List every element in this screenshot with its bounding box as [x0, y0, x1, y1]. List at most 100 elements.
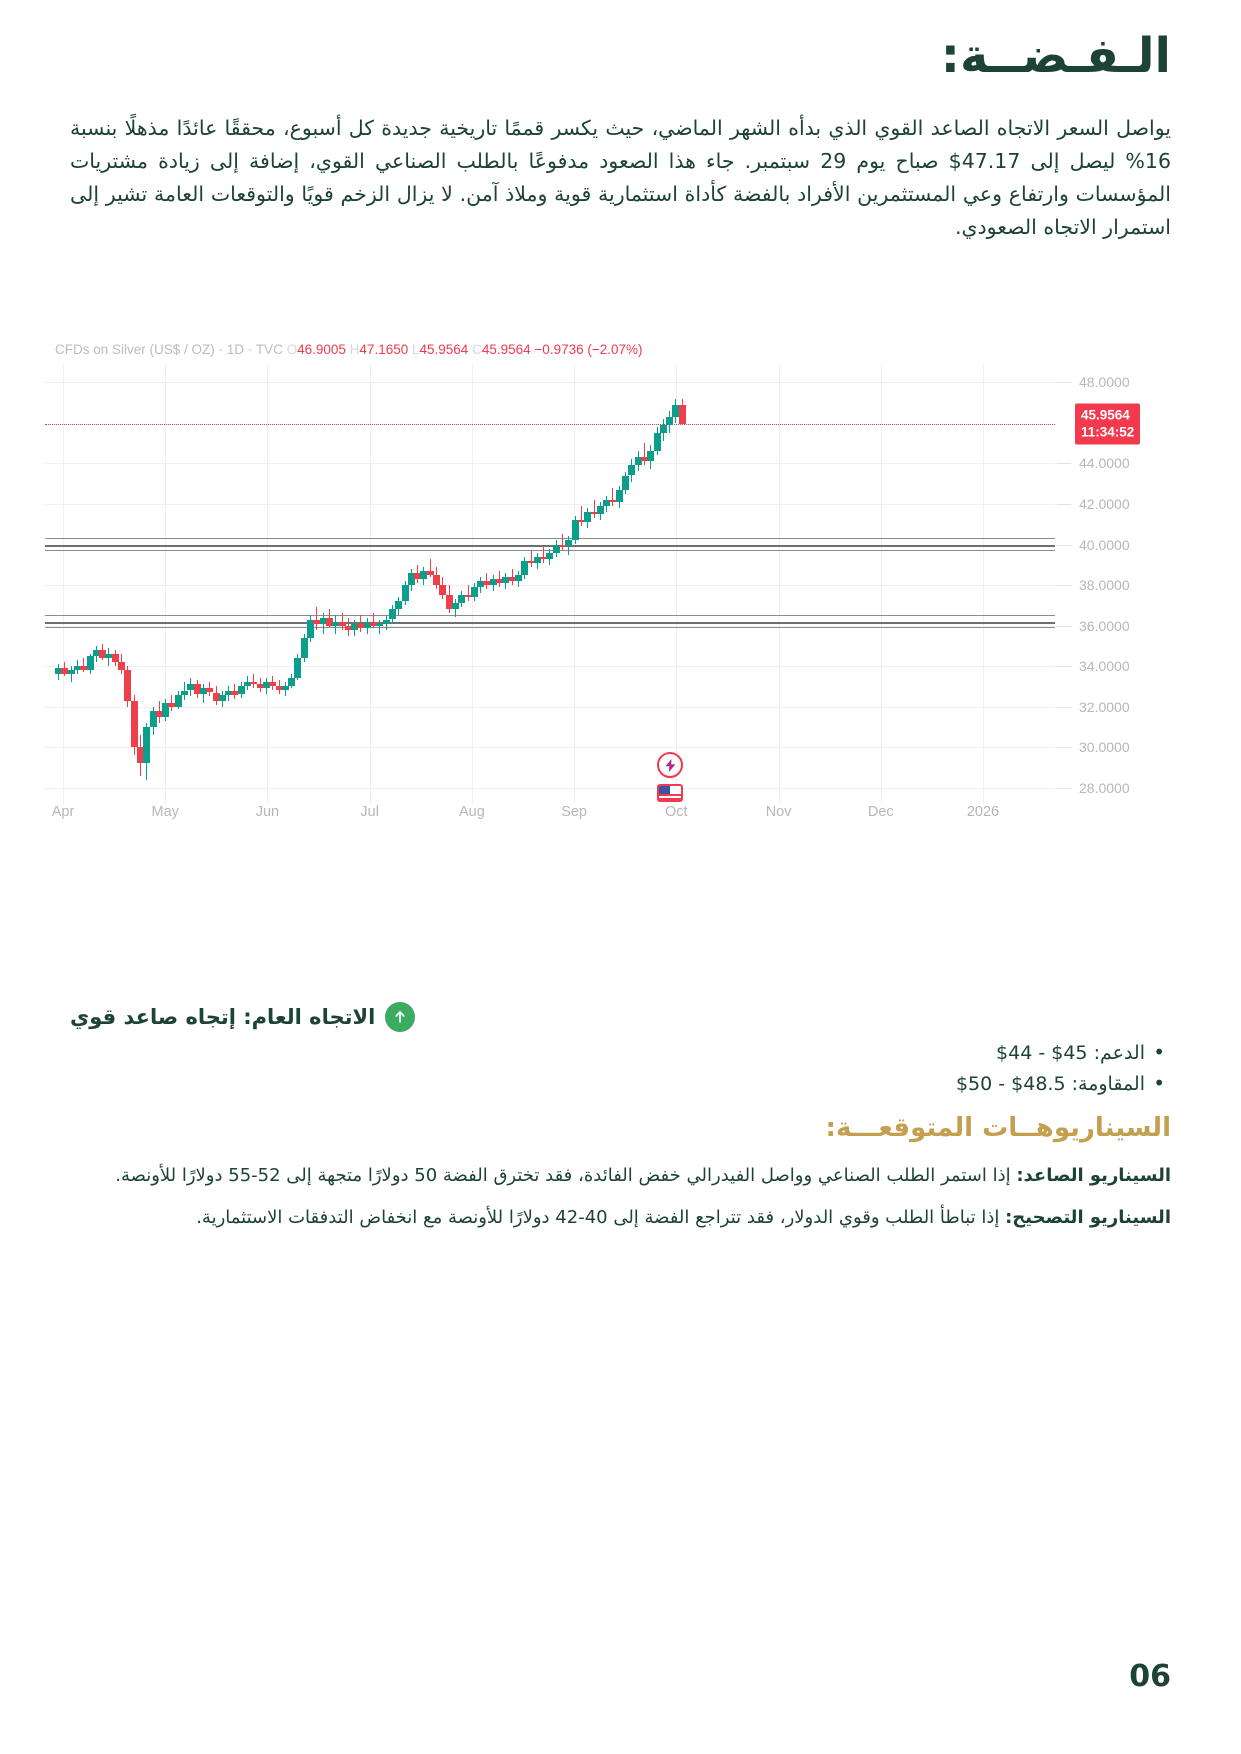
- candlestick-body: [439, 585, 447, 596]
- candlestick-body: [678, 404, 686, 424]
- candlestick-body: [332, 621, 340, 626]
- candlestick-body: [420, 570, 428, 579]
- price-axis-tick-mark: [1057, 625, 1071, 627]
- candlestick-body: [559, 544, 566, 547]
- price-axis-tick-mark: [1057, 463, 1071, 465]
- chart-gridline-horizontal: [45, 382, 1055, 384]
- candlestick-wick: [316, 607, 318, 630]
- current-price-badge[interactable]: 45.9564 11:34:52: [1075, 403, 1141, 445]
- chart-gridline-horizontal: [45, 463, 1055, 465]
- candlestick-body: [174, 694, 182, 707]
- chart-plot-area[interactable]: [45, 364, 1055, 804]
- candlestick-body: [489, 578, 497, 585]
- candlestick-wick: [580, 505, 582, 527]
- candlestick-body: [577, 520, 585, 523]
- price-axis-tick-mark: [1057, 585, 1071, 586]
- economic-event-flag-icon[interactable]: [655, 782, 685, 804]
- candlestick-body: [143, 726, 151, 764]
- ohlc-close-label: C: [472, 342, 482, 357]
- candlestick-body: [61, 668, 69, 675]
- candlestick-body: [666, 416, 674, 425]
- intro-paragraph: يواصل السعر الاتجاه الصاعد القوي الذي بد…: [70, 112, 1171, 244]
- candlestick-body: [388, 609, 396, 620]
- candlestick-body: [445, 595, 453, 610]
- candlestick-body: [584, 512, 592, 523]
- candlestick-body: [111, 654, 119, 663]
- chart-gridline-horizontal: [45, 666, 1055, 668]
- candlestick-body: [540, 556, 548, 559]
- candlestick-wick: [543, 546, 545, 563]
- candlestick-body: [256, 684, 264, 689]
- price-axis-tick-mark: [1057, 666, 1071, 668]
- price-axis-tick: 36.0000: [1057, 618, 1130, 634]
- price-axis-tick-mark: [1057, 747, 1071, 749]
- candlestick-body: [502, 576, 510, 583]
- ohlc-low-label: L: [412, 342, 420, 357]
- candlestick-body: [155, 710, 163, 717]
- candlestick-body: [401, 585, 409, 602]
- candlestick-body: [199, 688, 207, 695]
- chart-level-line: [45, 615, 1055, 617]
- candlestick-body: [483, 581, 491, 586]
- chart-gridline-horizontal: [45, 706, 1055, 708]
- candlestick-body: [596, 505, 604, 514]
- chart-gridline-vertical: [778, 364, 780, 804]
- candlestick-body: [395, 601, 403, 610]
- intro-text: يواصل السعر الاتجاه الصاعد القوي الذي بد…: [70, 116, 1171, 239]
- candlestick-body: [136, 747, 144, 764]
- candlestick-body: [319, 617, 327, 624]
- ohlc-open-value: 46.9005: [297, 342, 346, 357]
- candlestick-body: [325, 617, 333, 626]
- key-levels-list: الدعم: 45$ - 44$ المقاومة: 48.5$ - 50$: [70, 1040, 1171, 1095]
- candlestick-body: [269, 682, 277, 687]
- candlestick-body: [458, 595, 466, 604]
- candlestick-wick: [643, 443, 645, 466]
- current-price-value: 45.9564: [1081, 407, 1130, 423]
- candlestick-body: [300, 637, 308, 658]
- candlestick-wick: [341, 613, 343, 630]
- candlestick-body: [73, 666, 81, 671]
- page-title: الـفـضــة:: [940, 28, 1172, 84]
- current-price-time: 11:34:52: [1081, 424, 1135, 440]
- price-axis-tick: 30.0000: [1057, 739, 1130, 755]
- chart-gridline-horizontal: [45, 747, 1055, 749]
- candlestick-body: [370, 621, 377, 626]
- candlestick-body: [275, 686, 283, 691]
- scenario-label: السيناريو التصحيح:: [1005, 1207, 1171, 1228]
- candlestick-body: [533, 556, 541, 563]
- chart-gridline-horizontal: [45, 625, 1055, 627]
- chart-gridline-vertical: [267, 364, 269, 804]
- chart-gridline-vertical: [676, 364, 678, 804]
- chart-time-axis[interactable]: Apr May Jun Jul Aug Sep Oct Nov Dec 2026: [45, 804, 1055, 834]
- time-axis-tick: 2026: [966, 804, 1000, 820]
- ohlc-high-value: 47.1650: [359, 342, 409, 357]
- candlestick-body: [477, 581, 485, 588]
- candlestick-wick: [530, 550, 532, 567]
- candlestick-body: [99, 649, 107, 658]
- price-chart[interactable]: CFDs on Silver (US$ / OZ) · 1D · TVC O46…: [45, 342, 1197, 842]
- scenario-item: السيناريو الصاعد: إذا استمر الطلب الصناع…: [70, 1162, 1171, 1190]
- candlestick-body: [344, 625, 352, 630]
- candlestick-body: [590, 512, 598, 514]
- candlestick-body: [527, 560, 535, 563]
- candlestick-body: [313, 619, 321, 624]
- price-axis-tick-mark: [1057, 787, 1071, 789]
- candlestick-body: [105, 654, 113, 659]
- chart-gridline-horizontal: [45, 585, 1055, 586]
- price-axis-tick: 32.0000: [1057, 699, 1130, 715]
- candlestick-wick: [562, 534, 563, 551]
- time-axis-tick: Dec: [867, 804, 894, 820]
- scenario-label: السيناريو الصاعد:: [1016, 1165, 1171, 1186]
- candlestick-body: [193, 684, 201, 695]
- candlestick-body: [433, 574, 440, 585]
- price-axis-tick-mark: [1057, 706, 1071, 708]
- event-lightning-icon[interactable]: [657, 752, 683, 778]
- price-axis-tick-mark: [1057, 382, 1071, 384]
- chart-price-axis[interactable]: 48.0000 44.0000 42.0000 40.0000 38.0000 36.00…: [1057, 364, 1197, 824]
- candlestick-body: [363, 621, 371, 628]
- time-axis-tick: Nov: [765, 804, 792, 820]
- chart-gridline-horizontal: [45, 787, 1055, 789]
- chart-level-line: [45, 538, 1055, 540]
- ohlc-change-value: −0.9736 (−2.07%): [534, 342, 643, 357]
- time-axis-tick: Oct: [665, 804, 688, 820]
